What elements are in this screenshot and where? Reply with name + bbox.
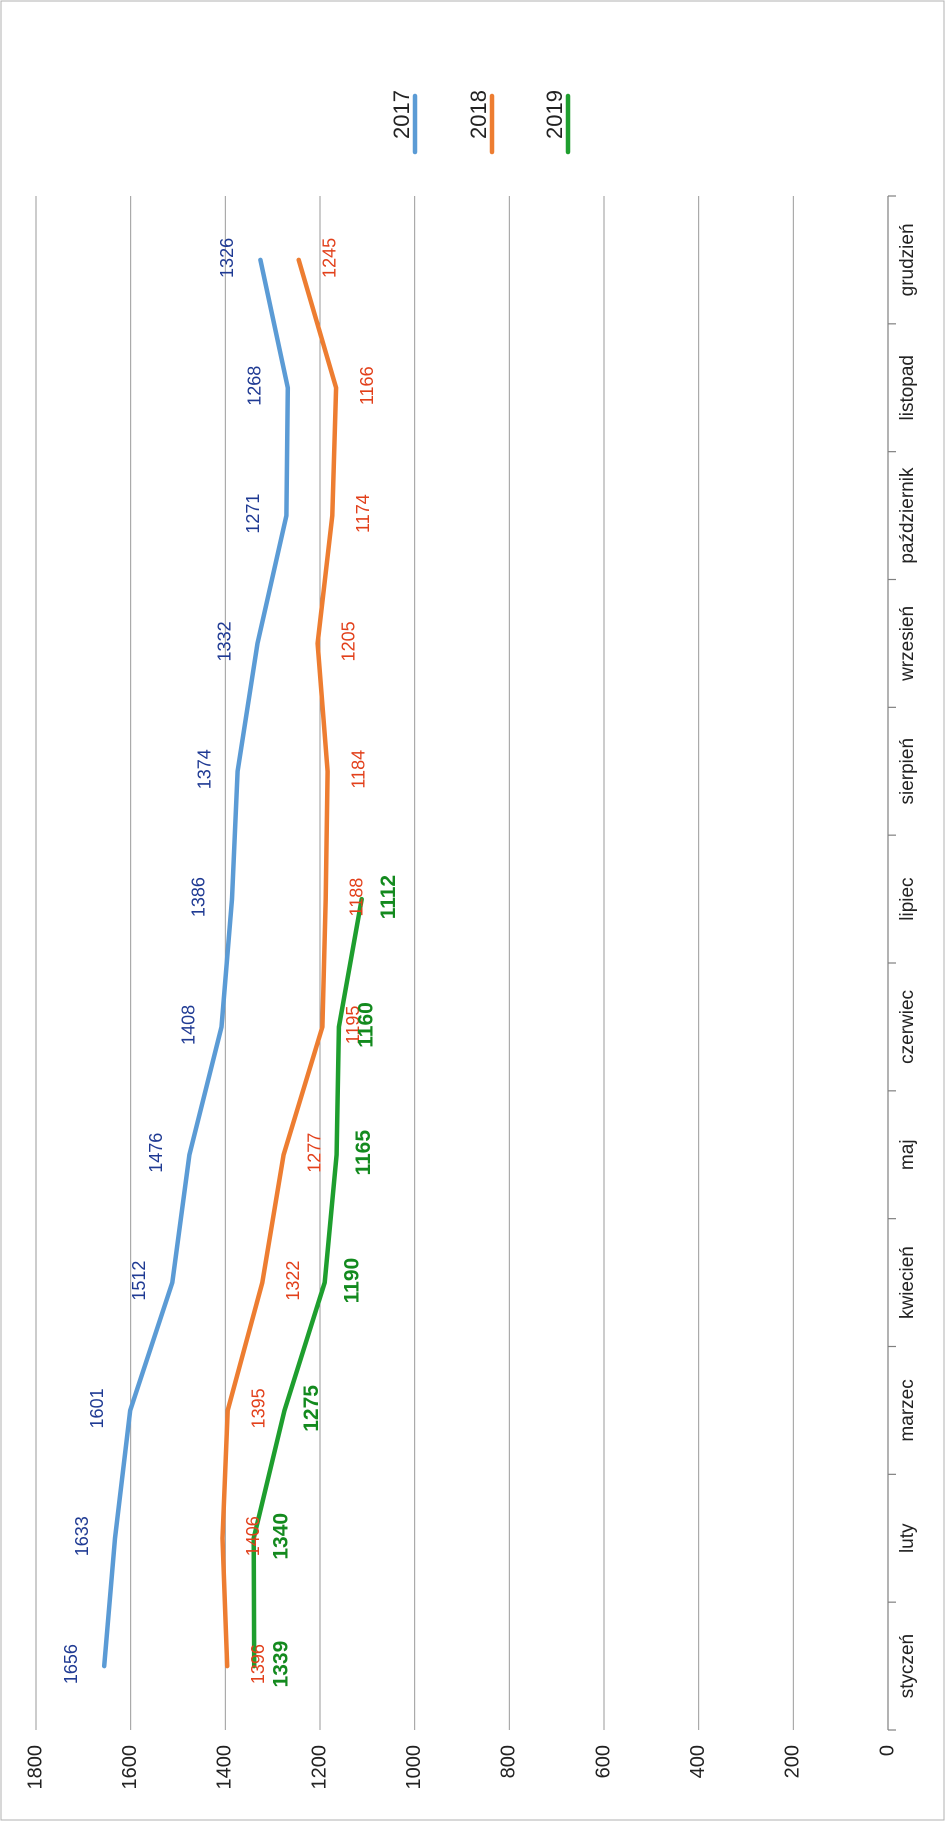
data-label-2018: 1184 bbox=[348, 750, 368, 789]
series-line-2018 bbox=[220, 257, 339, 1669]
data-label-2017: 1271 bbox=[243, 494, 263, 534]
data-label-2019: 1160 bbox=[354, 1002, 377, 1048]
data-label-2017: 1633 bbox=[72, 1516, 92, 1556]
data-label-2019: 1339 bbox=[270, 1641, 293, 1688]
data-label-2018: 1205 bbox=[338, 621, 358, 661]
series-line-2019 bbox=[251, 896, 364, 1669]
data-label-2019: 1340 bbox=[269, 1513, 292, 1560]
legend-label-2019: 2019 bbox=[542, 90, 567, 139]
legend: 2017 2018 2019 bbox=[389, 90, 571, 155]
legend-label-2018: 2018 bbox=[466, 90, 491, 139]
data-label-2017: 1374 bbox=[194, 749, 214, 789]
value-tick-label: 1000 bbox=[403, 1745, 425, 1790]
category-label: listopad bbox=[897, 355, 918, 421]
value-tick-label: 1600 bbox=[119, 1745, 141, 1790]
data-label-2019: 1275 bbox=[300, 1385, 323, 1432]
data-label-2017: 1601 bbox=[87, 1388, 107, 1428]
category-label: luty bbox=[897, 1523, 918, 1553]
category-label: maj bbox=[897, 1139, 918, 1170]
data-label-2017: 1386 bbox=[189, 877, 209, 917]
category-label: październik bbox=[897, 467, 918, 564]
value-tick-label: 1400 bbox=[214, 1745, 236, 1790]
data-label-2017: 1512 bbox=[129, 1261, 149, 1301]
data-label-2019: 1112 bbox=[377, 875, 400, 919]
value-tick-label: 400 bbox=[687, 1745, 709, 1778]
value-tick-label: 600 bbox=[592, 1745, 614, 1778]
category-label: grudzień bbox=[897, 223, 918, 296]
value-tick-label: 0 bbox=[876, 1745, 898, 1756]
data-label-2017: 1268 bbox=[245, 366, 265, 406]
data-label-2018: 1322 bbox=[283, 1261, 303, 1301]
data-label-2018: 1396 bbox=[248, 1644, 268, 1684]
data-labels: 1656 1633 1601 1512 1476 1408 1386 1374 1332 1271… bbox=[61, 238, 400, 1688]
data-label-2019: 1165 bbox=[352, 1130, 375, 1176]
value-tick-label: 1200 bbox=[308, 1745, 330, 1790]
category-label: marzec bbox=[897, 1379, 918, 1441]
data-label-2018: 1277 bbox=[304, 1133, 324, 1173]
category-label: sierpień bbox=[897, 738, 918, 805]
value-tick-label: 800 bbox=[498, 1745, 520, 1778]
axes: 0 200 400 600 800 1000 1200 1400 1600 1800 styczeń… bbox=[24, 195, 918, 1790]
data-label-2018: 1174 bbox=[353, 494, 373, 533]
data-label-2017: 1656 bbox=[61, 1644, 81, 1684]
data-label-2017: 1326 bbox=[217, 238, 237, 278]
data-label-2018: 1166 bbox=[357, 366, 377, 405]
series-lines bbox=[101, 257, 364, 1669]
data-label-2018: 1406 bbox=[243, 1516, 263, 1556]
series-line-2017 bbox=[101, 257, 291, 1669]
value-tick-label: 1800 bbox=[24, 1745, 46, 1790]
data-label-2017: 1408 bbox=[178, 1005, 198, 1045]
data-label-2018: 1395 bbox=[248, 1388, 268, 1428]
data-label-2018: 1188 bbox=[346, 878, 366, 917]
category-label: wrzesień bbox=[897, 606, 918, 682]
category-label: kwiecień bbox=[897, 1246, 918, 1319]
data-label-2017: 1332 bbox=[214, 621, 234, 661]
gridlines bbox=[35, 196, 794, 1730]
category-label: styczeń bbox=[897, 1634, 918, 1698]
data-label-2019: 1190 bbox=[340, 1258, 363, 1304]
category-label: czerwiec bbox=[897, 990, 918, 1064]
data-label-2018: 1195 bbox=[343, 1006, 363, 1045]
data-label-2017: 1476 bbox=[146, 1133, 166, 1173]
data-label-2018: 1245 bbox=[319, 238, 339, 278]
legend-label-2017: 2017 bbox=[389, 90, 414, 139]
value-tick-label: 200 bbox=[782, 1745, 804, 1778]
category-label: lipiec bbox=[897, 877, 918, 920]
